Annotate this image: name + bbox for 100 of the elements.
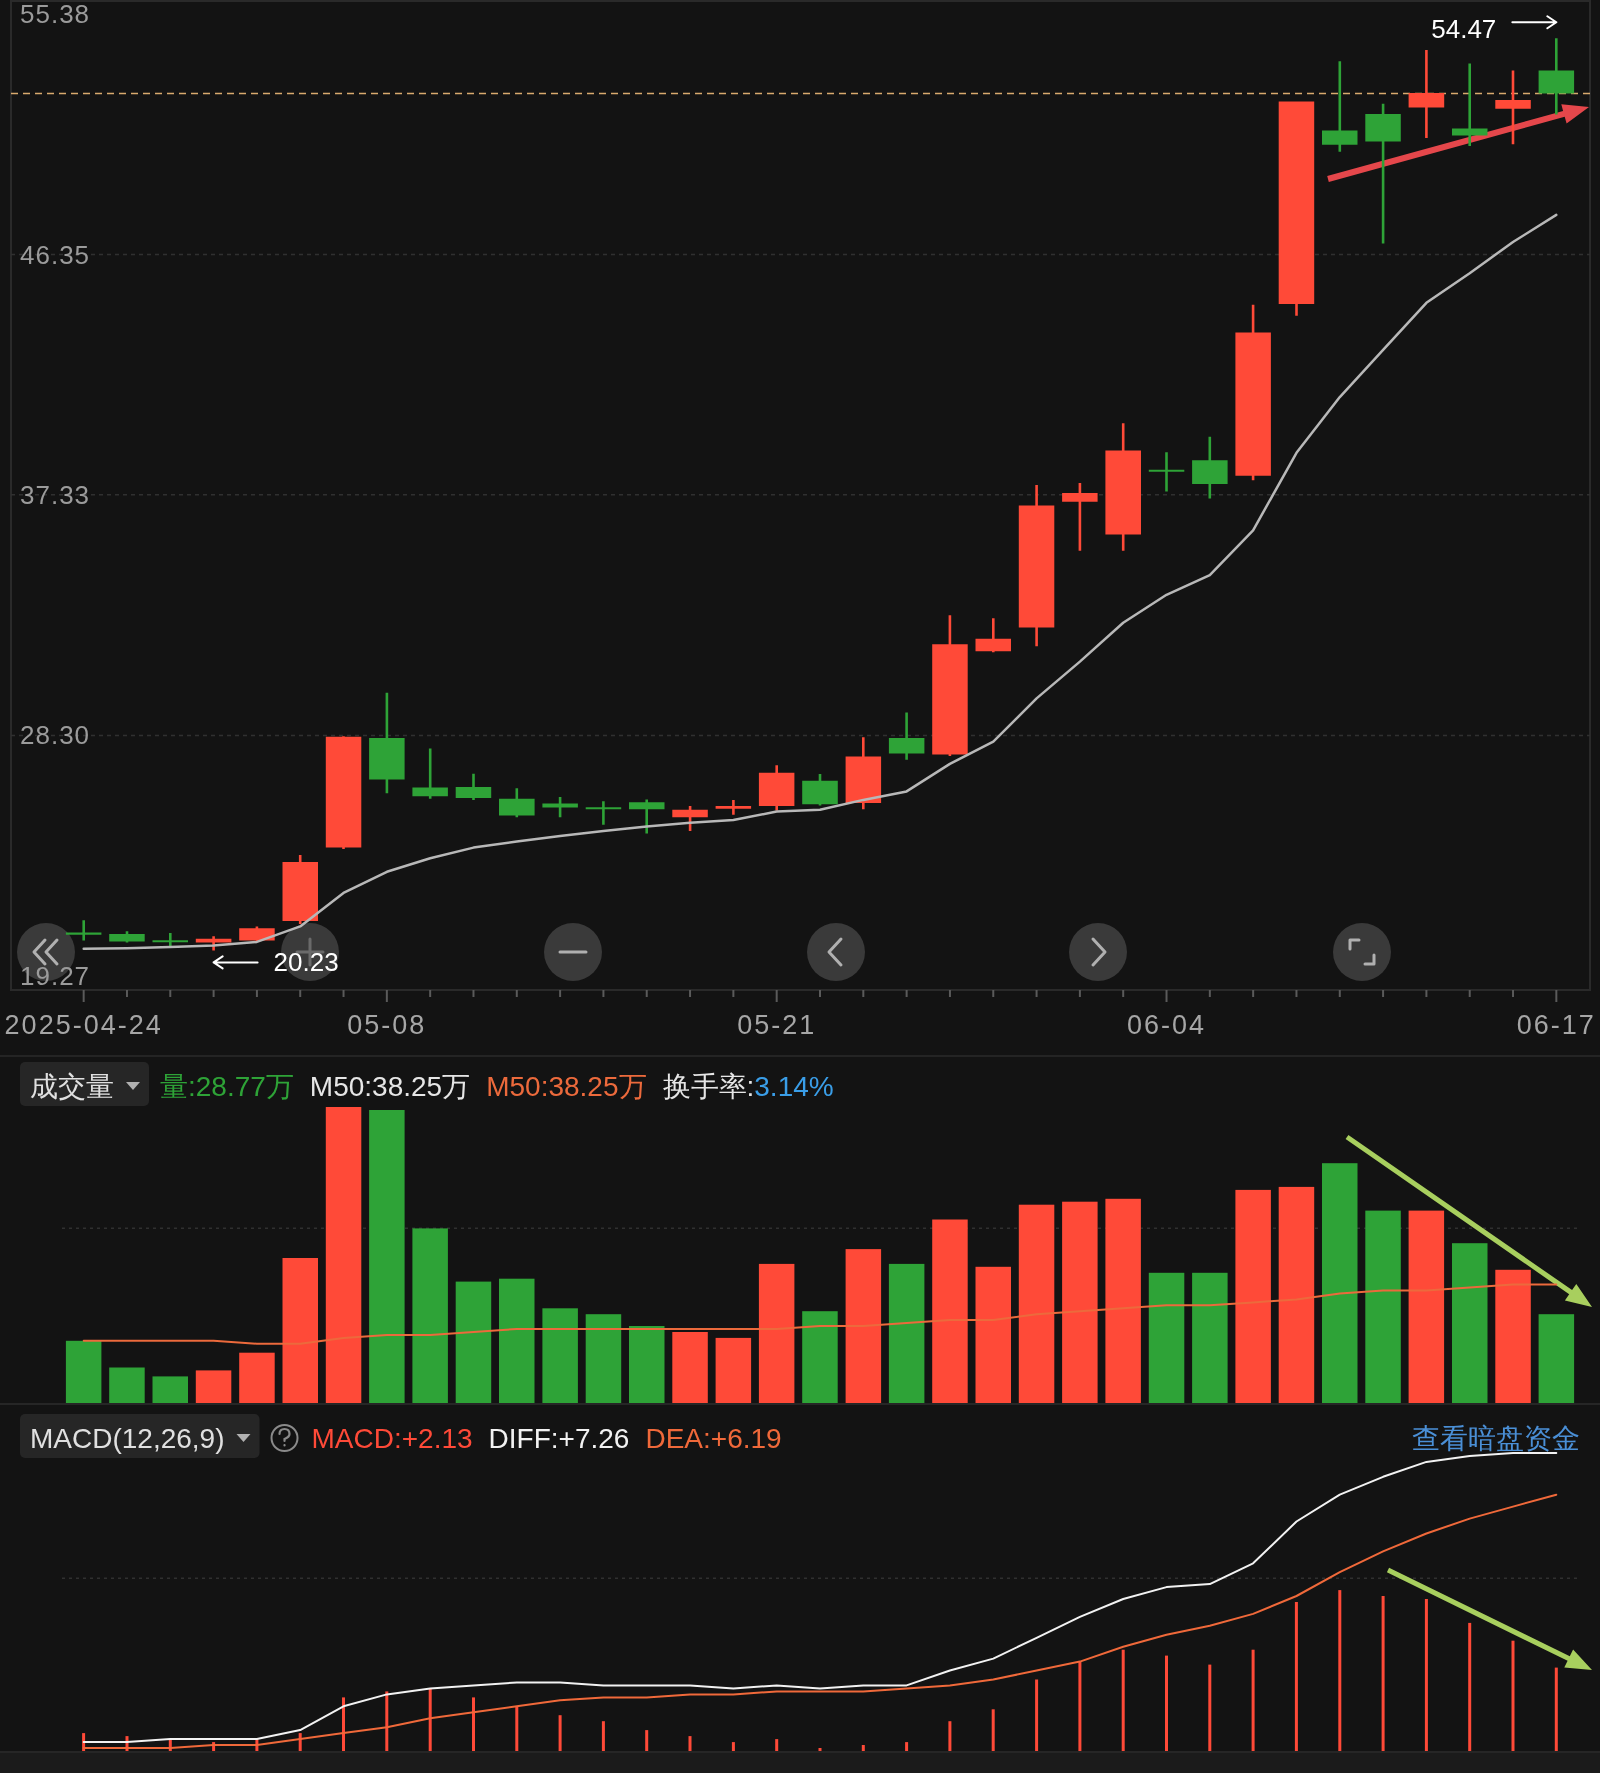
bar xyxy=(152,1376,188,1403)
text: DIFF:+7.26 xyxy=(488,1423,630,1454)
bar xyxy=(802,1311,838,1403)
candlestick xyxy=(1192,436,1228,499)
bar xyxy=(1148,1272,1185,1403)
candlestick xyxy=(1452,63,1488,147)
y-tick-label: 46.35 xyxy=(20,239,91,270)
bar xyxy=(1452,1243,1488,1403)
candlestick xyxy=(325,736,362,849)
bar xyxy=(731,1742,735,1751)
bar xyxy=(499,1278,535,1403)
bar xyxy=(645,1730,649,1751)
text: M50:38.25万 xyxy=(486,1071,647,1102)
text: M50:38.25万 xyxy=(309,1071,471,1102)
candlestick xyxy=(1235,304,1271,481)
candlestick xyxy=(1365,103,1401,244)
candlestick xyxy=(975,618,1011,653)
bar xyxy=(715,1337,752,1403)
x-tick-label: 06-17 xyxy=(1516,1010,1596,1040)
bar xyxy=(1165,1655,1168,1751)
bar xyxy=(1278,1186,1315,1403)
text: DEA:+6.19 xyxy=(645,1423,782,1454)
bar xyxy=(515,1706,519,1751)
bar xyxy=(1511,1640,1515,1751)
bar xyxy=(542,1308,578,1403)
bar xyxy=(1251,1649,1255,1751)
chart-title: 成交量 xyxy=(30,1071,114,1102)
candlestick xyxy=(672,806,708,832)
candlestick xyxy=(629,799,665,834)
bar xyxy=(412,1228,448,1403)
bar xyxy=(1408,1210,1445,1403)
y-tick-label: 55.38 xyxy=(20,0,91,29)
candlestick xyxy=(932,615,968,756)
x-tick-label: 05-08 xyxy=(347,1010,427,1040)
bar xyxy=(1468,1622,1472,1751)
bar xyxy=(195,1370,232,1403)
bar xyxy=(1208,1664,1212,1751)
bar xyxy=(1062,1201,1098,1403)
annotation: 20.23 xyxy=(273,947,339,978)
bar xyxy=(845,1249,882,1403)
bar xyxy=(991,1709,995,1751)
text: MACD:+2.13 xyxy=(311,1423,473,1454)
bar xyxy=(369,1110,405,1403)
candlestick xyxy=(1105,423,1141,551)
annotation: 54.47 xyxy=(1431,14,1497,45)
candlestick xyxy=(1062,483,1098,551)
bar xyxy=(1424,1599,1428,1751)
x-tick-label: 05-21 xyxy=(737,1010,817,1040)
bar xyxy=(109,1367,145,1403)
bar xyxy=(1035,1679,1039,1751)
candlestick xyxy=(109,931,145,943)
bar xyxy=(455,1281,492,1403)
bar xyxy=(585,1314,622,1403)
candlestick xyxy=(758,765,795,811)
bar xyxy=(1018,1204,1055,1403)
candlestick xyxy=(455,773,492,800)
bar xyxy=(932,1219,968,1403)
bar xyxy=(629,1326,665,1403)
bar xyxy=(601,1721,605,1751)
bar xyxy=(342,1697,345,1751)
candlestick xyxy=(888,712,925,760)
bar xyxy=(282,1258,318,1403)
candlestick xyxy=(1495,70,1531,145)
bar xyxy=(905,1742,909,1751)
candlestick xyxy=(1018,485,1055,647)
bar xyxy=(428,1688,432,1751)
candlestick xyxy=(585,801,622,825)
bar xyxy=(1322,1163,1358,1403)
bar xyxy=(65,1340,102,1403)
bar xyxy=(948,1721,952,1751)
annotation: 查看暗盘资金 xyxy=(1412,1423,1580,1454)
bar xyxy=(1121,1649,1125,1751)
candlestick xyxy=(65,920,102,941)
y-tick-label: 37.33 xyxy=(20,479,91,510)
candlestick xyxy=(282,855,318,925)
candlestick xyxy=(1538,38,1575,115)
candlestick xyxy=(499,788,535,818)
bar xyxy=(1192,1272,1228,1403)
chart-title: MACD(12,26,9) xyxy=(30,1423,225,1454)
candlestick xyxy=(1148,452,1185,492)
candlestick xyxy=(845,737,882,810)
candlestick xyxy=(1322,61,1358,152)
bar xyxy=(758,1263,795,1403)
text: 换手率:3.14% xyxy=(662,1071,834,1102)
bar xyxy=(1495,1269,1531,1403)
bar xyxy=(775,1739,779,1751)
bar xyxy=(688,1736,692,1751)
y-tick-label: 28.30 xyxy=(20,720,91,751)
bar xyxy=(1554,1667,1558,1751)
bar xyxy=(558,1715,562,1751)
bar xyxy=(1294,1602,1298,1751)
series-label: 量:28.77万 xyxy=(160,1071,294,1102)
y-tick-label: 19.27 xyxy=(20,961,91,991)
candlestick xyxy=(369,692,405,794)
bar xyxy=(1365,1210,1401,1403)
candlestick xyxy=(802,774,838,806)
x-tick-label: 2025-04-24 xyxy=(4,1010,163,1040)
bar xyxy=(1381,1596,1385,1751)
candlestick xyxy=(239,926,275,942)
bar xyxy=(325,1107,362,1403)
